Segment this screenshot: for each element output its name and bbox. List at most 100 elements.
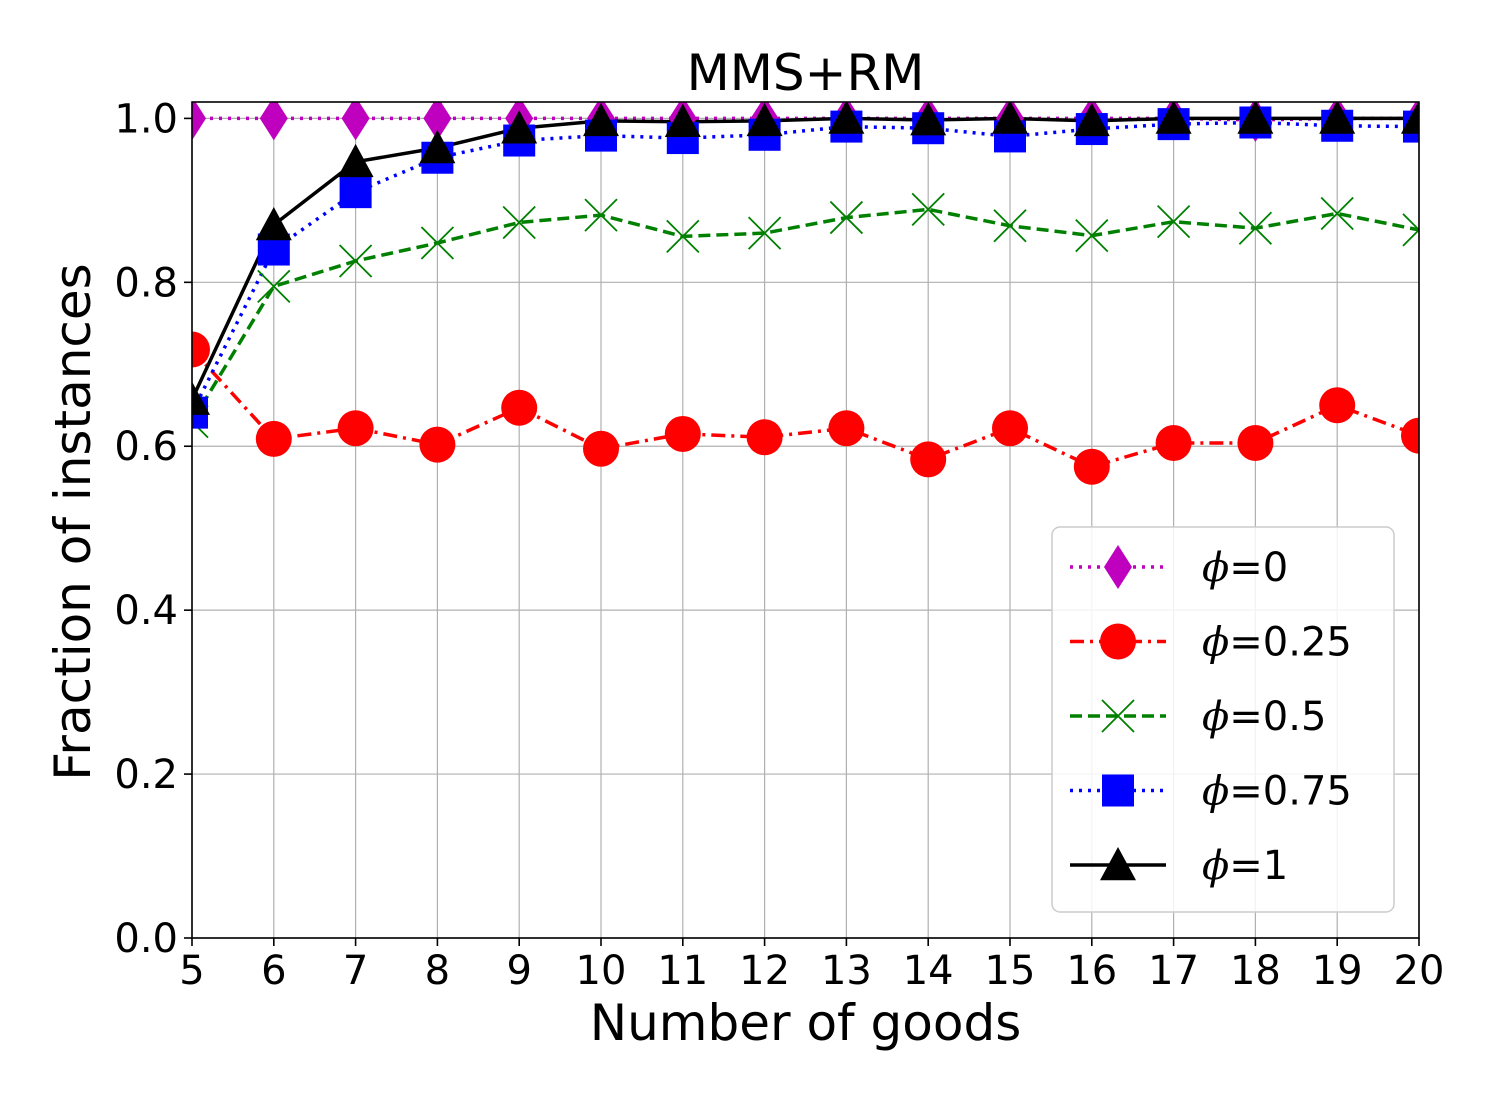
y-tick-label: 0.6 [114, 424, 178, 470]
series-2-point [338, 244, 373, 278]
series-1-point [1319, 387, 1356, 424]
series-4-point [1237, 102, 1274, 134]
series-2-point [1238, 211, 1273, 245]
legend-entry: ϕ=0 [1070, 545, 1288, 591]
x-tick-label: 5 [179, 948, 204, 994]
plot-frame [191, 101, 1420, 939]
legend-label: ϕ=0.75 [1202, 769, 1352, 815]
x-tick-label: 16 [1066, 948, 1117, 994]
series-1-point [910, 441, 947, 478]
legend-entry: ϕ=1 [1070, 843, 1288, 889]
series-4-point [1073, 102, 1110, 137]
y-tick-label: 0.0 [114, 916, 178, 962]
series-line-2 [192, 207, 1419, 423]
series-1-point [501, 389, 538, 426]
x-tick-label: 9 [506, 948, 531, 994]
x-tick-label: 19 [1312, 948, 1363, 994]
series-lines [192, 116, 1419, 469]
series-1-point [419, 426, 456, 463]
series-1-point [992, 410, 1028, 447]
x-axis-title: Number of goods [590, 994, 1022, 1052]
series-line-4 [192, 116, 1419, 401]
series-2-point [666, 219, 700, 254]
series-1-point [1401, 417, 1419, 454]
x-tick-label: 6 [261, 948, 286, 994]
series-4-point [828, 102, 865, 134]
legend-label: ϕ=1 [1202, 843, 1288, 889]
legend-marker [1101, 699, 1135, 733]
legend-entry: ϕ=0.25 [1070, 620, 1352, 666]
x-tick-label: 15 [985, 948, 1036, 994]
series-1-point [255, 420, 292, 457]
x-tick-label: 18 [1230, 948, 1281, 994]
legend-frame [1051, 526, 1395, 913]
y-axis-title: Fraction of instances [44, 263, 102, 780]
series-1-point [746, 419, 783, 456]
series-4-point [255, 206, 292, 241]
series-4-point [1319, 102, 1356, 134]
series-0-point [192, 102, 206, 141]
x-tick-label: 11 [657, 948, 708, 994]
series-4-point [337, 143, 374, 178]
series-1-point [1237, 424, 1274, 461]
series-2-point [420, 226, 455, 260]
series-2-point [257, 269, 291, 304]
series-4-point [1155, 102, 1192, 134]
x-tick-label: 7 [343, 948, 368, 994]
legend-marker [1100, 623, 1136, 660]
series-4-point [501, 110, 538, 144]
legend-marker [1102, 774, 1134, 807]
series-2-point [911, 192, 945, 227]
legend-marker [1100, 847, 1136, 881]
series-1-point [828, 410, 865, 447]
series-2-point [584, 198, 618, 232]
x-tick-label: 8 [425, 948, 450, 994]
y-tick-label: 0.2 [114, 752, 178, 798]
x-tick-label: 13 [821, 948, 872, 994]
series-1-point [1155, 424, 1192, 461]
x-tick-label: 20 [1394, 948, 1445, 994]
series-markers [192, 102, 1419, 485]
series-4-point [583, 102, 619, 137]
series-2-point [747, 216, 782, 250]
series-2-point [829, 200, 864, 235]
series-2-point [1156, 205, 1191, 239]
series-1-point [664, 415, 701, 452]
series-2-point [1075, 218, 1109, 253]
axis-ticks: 5 6 7 8 9 10 11 12 13 14 15 16 17 18 19 20 0.0 0.2 0.4 0.6 0… [114, 96, 1444, 994]
y-tick-label: 0.4 [114, 588, 178, 634]
legend-marker [1104, 545, 1132, 589]
legend-entry: ϕ=0.5 [1070, 694, 1326, 740]
series-4-point [664, 103, 701, 137]
series-line-3 [192, 120, 1419, 414]
series-4-point [992, 102, 1028, 134]
series-0-point [341, 102, 370, 141]
series-4-point [192, 381, 210, 415]
legend-label: ϕ=0.25 [1202, 620, 1352, 666]
series-4-point [910, 102, 947, 136]
series-4-point [1401, 102, 1419, 134]
legend-label: ϕ=0.5 [1202, 694, 1326, 740]
series-2-point [993, 209, 1027, 243]
series-2-point [1320, 196, 1354, 231]
series-line-1 [192, 348, 1419, 469]
series-1-point [583, 430, 619, 467]
y-tick-label: 1.0 [114, 96, 178, 142]
series-4-point [746, 102, 783, 137]
series-3-point [339, 176, 372, 209]
series-0-point [259, 102, 288, 141]
chart-title: MMS+RM [687, 44, 925, 102]
series-4-point [419, 129, 456, 164]
series-2-point [1402, 213, 1419, 247]
series-2-point [502, 205, 536, 240]
y-tick-label: 0.8 [114, 260, 178, 306]
series-0-point [423, 102, 452, 141]
legend-entry: ϕ=0.75 [1070, 769, 1352, 815]
series-1-point [192, 331, 210, 368]
x-tick-label: 17 [1148, 948, 1199, 994]
legend: ϕ=0 ϕ=0.25 ϕ=0.5 ϕ=0.75 ϕ=1 [1051, 526, 1395, 913]
legend-label: ϕ=0 [1202, 545, 1288, 591]
x-tick-label: 10 [576, 948, 627, 994]
x-tick-label: 12 [739, 948, 790, 994]
